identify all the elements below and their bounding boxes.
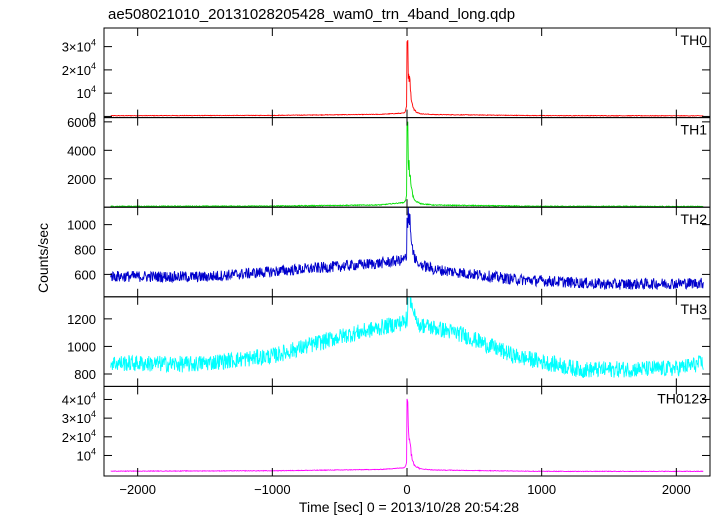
y-tick-label: 104: [77, 446, 96, 463]
x-tick-label: 2000: [662, 482, 691, 497]
y-tick-label: 4×104: [62, 390, 96, 407]
series-th0123-line: [110, 398, 704, 473]
y-tick-label: 1000: [67, 339, 96, 354]
y-tick-label: 800: [74, 367, 96, 382]
panel-label: TH0: [681, 32, 708, 48]
y-tick-label: 2×104: [62, 61, 96, 78]
y-tick-label: 2×104: [62, 428, 96, 445]
panel-label: TH2: [681, 211, 708, 227]
x-tick-label: −2000: [119, 482, 156, 497]
panel-th1: TH1 2000 4000 6000: [67, 115, 711, 208]
y-tick-label: 0: [89, 109, 96, 124]
y-tick-label: 104: [77, 84, 96, 101]
series-th3-line: [110, 296, 704, 378]
panel-label: TH0123: [657, 390, 707, 406]
x-tick-label: 1000: [527, 482, 556, 497]
y-tick-label: 6000: [67, 115, 96, 130]
x-axis-label: Time [sec] 0 = 2013/10/28 20:54:28: [299, 499, 519, 515]
panel-th2: TH2 600 800 1000: [67, 206, 711, 298]
series-th0-line: [110, 39, 704, 117]
y-tick-label: 3×104: [62, 38, 96, 55]
y-tick-label: 4000: [67, 143, 96, 158]
chart-title: ae508021010_20131028205428_wam0_trn_4ban…: [108, 6, 515, 23]
y-tick-label: 2000: [67, 172, 96, 187]
y-tick-label: 1000: [67, 218, 96, 233]
panel-th0: TH0 0 104 2×104 3×104: [62, 27, 711, 124]
panel-label: TH1: [681, 122, 708, 138]
panels: TH001042×1043×104TH1200040006000TH260080…: [62, 27, 711, 497]
series-th1-line: [110, 121, 704, 208]
y-tick-label: 3×104: [62, 409, 96, 426]
series-th2-line: [110, 207, 704, 291]
y-tick-label: 600: [74, 267, 96, 282]
x-tick-label: 0: [403, 482, 410, 497]
y-tick-label: 800: [74, 243, 96, 258]
y-tick-label: 1200: [67, 312, 96, 327]
panel-label: TH3: [681, 301, 708, 317]
y-axis-label: Counts/sec: [35, 223, 51, 293]
x-tick-label: −1000: [254, 482, 291, 497]
